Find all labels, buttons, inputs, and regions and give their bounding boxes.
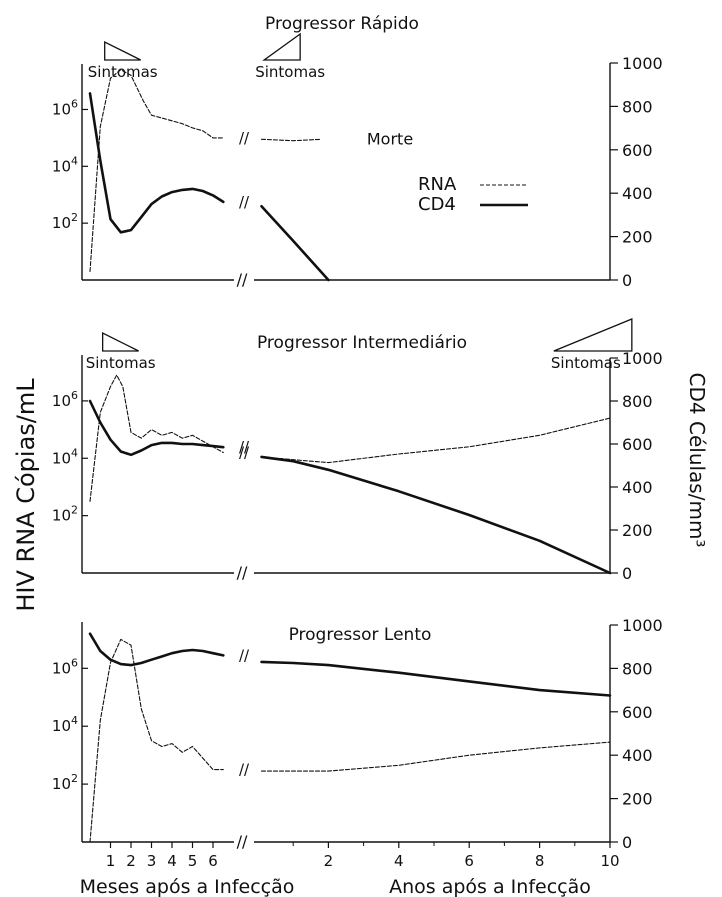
x-tick-label: 10 [600, 852, 619, 870]
x-months-label: Meses após a Infecção [80, 876, 295, 897]
x-tick-label: 1 [106, 852, 116, 870]
panel-intermediate-progressor: Progressor Intermediário // 102 104 106 0 200… [52, 318, 663, 583]
axis-break-mark: // [237, 563, 248, 582]
axis-break-mark: // [237, 270, 248, 289]
annotation-symptoms: Sintomas [255, 63, 325, 81]
symptoms-triangle [553, 318, 633, 352]
right-tick-label: 1000 [622, 616, 663, 635]
right-tick-label: 600 [622, 435, 653, 454]
right-tick-label: 400 [622, 184, 653, 203]
legend-label: CD4 [418, 194, 456, 215]
axis-break-mark: // [237, 832, 248, 851]
x-tick-label: 4 [167, 852, 177, 870]
x-tick-label: 8 [535, 852, 545, 870]
left-tick-label: 104 [52, 154, 78, 175]
left-tick-label: 102 [52, 504, 78, 525]
annotation-symptoms: Sintomas [88, 63, 158, 81]
left-tick-label: 106 [52, 656, 78, 677]
right-tick-label: 400 [622, 478, 653, 497]
series-cd4-line-years [260, 455, 612, 575]
right-tick-label: 0 [622, 271, 632, 290]
left-tick-label: 106 [52, 97, 78, 118]
series-cd4-line-months [88, 632, 225, 667]
right-tick-label: 1000 [622, 349, 663, 368]
right-tick-label: 200 [622, 790, 653, 809]
series-break-mark: // [239, 193, 250, 211]
series-break-mark: // [239, 646, 250, 664]
left-tick-label: 104 [52, 714, 78, 735]
symptoms-triangle [102, 331, 139, 352]
left-tick-label: 106 [52, 389, 78, 410]
right-tick-label: 200 [622, 521, 653, 540]
panel-rapid-progressor: Progressor Rápido // 102 104 106 0 200 400 600 8… [52, 14, 663, 290]
x-tick-label: 6 [208, 852, 218, 870]
right-tick-label: 0 [622, 564, 632, 583]
series-rna-line-years [260, 138, 322, 142]
series-break-mark: // [239, 438, 250, 456]
panel-title: Progressor Intermediário [257, 333, 467, 353]
series-cd4-line-years [260, 204, 330, 282]
right-tick-label: 0 [622, 833, 632, 852]
x-tick-label: 2 [324, 852, 334, 870]
x-tick-label: 2 [126, 852, 136, 870]
symptoms-triangle [104, 40, 141, 61]
left-tick-label: 104 [52, 446, 78, 467]
right-tick-label: 200 [622, 228, 653, 247]
symptoms-triangle [262, 32, 301, 61]
panel-title: Progressor Rápido [265, 14, 419, 34]
series-rna-line-years [260, 741, 611, 772]
series-cd4-line-years [260, 660, 612, 697]
y-left-axis-label: HIV RNA Cópias/mL [12, 378, 40, 612]
series-rna-line-years [260, 417, 611, 464]
series-rna-line-months [89, 374, 224, 502]
right-tick-label: 400 [622, 746, 653, 765]
right-tick-label: 1000 [622, 54, 663, 73]
right-tick-label: 600 [622, 703, 653, 722]
x-tick-label: 5 [188, 852, 198, 870]
legend-label: RNA [418, 174, 457, 195]
right-tick-label: 800 [622, 659, 653, 678]
left-tick-label: 102 [52, 772, 78, 793]
y-right-axis-label: CD4 Células/mm³ [685, 373, 709, 548]
annotation-symptoms: Sintomas [551, 354, 621, 372]
series-rna-line-months [89, 638, 224, 843]
series-break-mark: // [239, 761, 250, 779]
x-tick-label: 6 [464, 852, 474, 870]
annotation-death: Morte [367, 129, 413, 148]
panel-slow-progressor: Progressor Lento //102104106020040060080… [52, 616, 663, 870]
annotation-symptoms: Sintomas [86, 354, 156, 372]
right-tick-label: 800 [622, 97, 653, 116]
series-break-mark: // [239, 129, 250, 147]
panel-title: Progressor Lento [289, 625, 432, 645]
series-break-mark: // [239, 444, 250, 462]
x-tick-label: 4 [394, 852, 404, 870]
x-tick-label: 3 [147, 852, 157, 870]
right-tick-label: 600 [622, 141, 653, 160]
x-years-label: Anos após a Infecção [389, 876, 591, 897]
right-tick-label: 800 [622, 392, 653, 411]
series-rna-line-months [89, 69, 224, 273]
series-cd4-line-months [88, 92, 225, 234]
series-cd4-line-months [88, 399, 225, 457]
left-tick-label: 102 [52, 211, 78, 232]
